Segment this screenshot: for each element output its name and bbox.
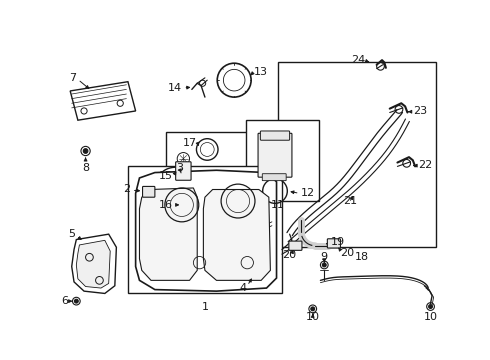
Polygon shape <box>72 234 117 293</box>
Text: 18: 18 <box>355 252 369 262</box>
Bar <box>278 62 436 247</box>
Text: 13: 13 <box>253 67 268 77</box>
Text: 6: 6 <box>62 296 69 306</box>
Text: 22: 22 <box>418 160 433 170</box>
Text: 17: 17 <box>183 138 197 148</box>
Circle shape <box>83 149 88 153</box>
FancyBboxPatch shape <box>143 186 155 197</box>
Text: 4: 4 <box>240 283 247 293</box>
Text: 10: 10 <box>423 311 438 321</box>
Text: 11: 11 <box>271 200 285 210</box>
Text: 1: 1 <box>201 302 208 312</box>
Text: 15: 15 <box>159 171 172 181</box>
FancyBboxPatch shape <box>289 241 302 250</box>
Text: 10: 10 <box>306 311 319 321</box>
Text: 20: 20 <box>340 248 354 258</box>
Polygon shape <box>76 240 110 288</box>
FancyBboxPatch shape <box>327 239 341 248</box>
Text: 3: 3 <box>176 163 183 173</box>
Polygon shape <box>140 188 197 280</box>
Circle shape <box>74 299 78 303</box>
Text: 23: 23 <box>413 106 427 116</box>
Polygon shape <box>70 82 136 120</box>
Text: 9: 9 <box>321 252 328 262</box>
FancyBboxPatch shape <box>260 131 290 140</box>
Circle shape <box>322 263 326 267</box>
Text: 21: 21 <box>343 196 358 206</box>
Text: 2: 2 <box>123 184 130 194</box>
Text: 7: 7 <box>69 73 76 83</box>
Bar <box>167 132 267 213</box>
Text: 5: 5 <box>69 229 75 239</box>
FancyBboxPatch shape <box>175 162 191 180</box>
Polygon shape <box>203 189 270 280</box>
Polygon shape <box>136 170 276 291</box>
Text: 12: 12 <box>301 188 315 198</box>
Text: 20: 20 <box>283 250 296 260</box>
FancyBboxPatch shape <box>262 174 286 181</box>
Circle shape <box>311 307 315 311</box>
Bar <box>245 120 319 201</box>
Text: 24: 24 <box>351 55 365 65</box>
Text: 16: 16 <box>159 200 172 210</box>
Text: 8: 8 <box>82 163 89 172</box>
Text: 19: 19 <box>330 237 344 247</box>
Bar <box>128 166 282 293</box>
Text: 14: 14 <box>168 83 182 93</box>
FancyBboxPatch shape <box>258 133 292 177</box>
Circle shape <box>429 305 433 309</box>
